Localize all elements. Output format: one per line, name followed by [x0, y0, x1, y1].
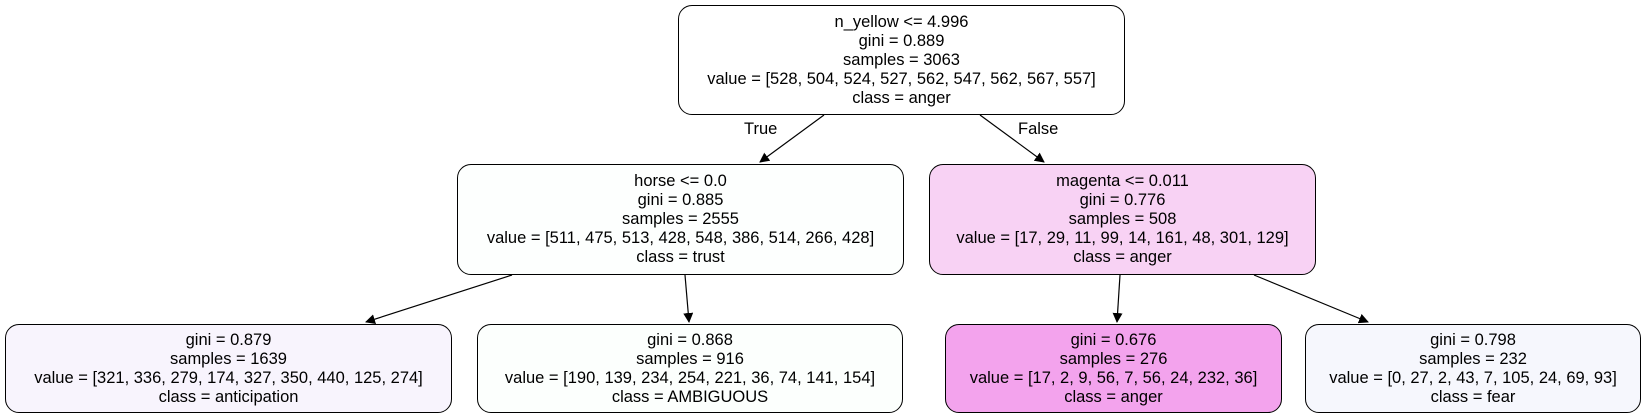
node-value: value = [17, 2, 9, 56, 7, 56, 24, 232, 3…	[969, 368, 1258, 387]
node-samples: samples = 3063	[843, 50, 960, 69]
node-class: class = trust	[636, 248, 725, 266]
edge-left-lr	[683, 274, 694, 323]
node-value: value = [17, 29, 11, 99, 14, 161, 48, 30…	[956, 229, 1289, 247]
tree-leaf-ll: gini = 0.879 samples = 1639 value = [321…	[5, 324, 452, 413]
tree-node-right: magenta <= 0.011 gini = 0.776 samples = …	[929, 164, 1316, 275]
edge-label-false: False	[1018, 120, 1059, 138]
node-gini: gini = 0.879	[185, 330, 272, 349]
tree-leaf-lr: gini = 0.868 samples = 916 value = [190,…	[477, 324, 903, 413]
edge-right-rr	[1253, 274, 1369, 324]
node-value: value = [190, 139, 234, 254, 221, 36, 74…	[504, 368, 876, 387]
tree-leaf-rl: gini = 0.676 samples = 276 value = [17, …	[945, 324, 1282, 413]
edge-root-right	[979, 114, 1045, 163]
node-samples: samples = 232	[1419, 349, 1527, 368]
node-class: class = fear	[1430, 387, 1516, 406]
edge-root-left	[759, 114, 825, 163]
node-class: class = anger	[1064, 387, 1163, 406]
node-gini: gini = 0.889	[858, 31, 945, 50]
node-value: value = [528, 504, 524, 527, 562, 547, 5…	[707, 69, 1096, 88]
tree-leaf-rr: gini = 0.798 samples = 232 value = [0, 2…	[1305, 324, 1641, 413]
node-value: value = [511, 475, 513, 428, 548, 386, 5…	[486, 229, 875, 247]
node-gini: gini = 0.798	[1430, 330, 1516, 349]
node-class: class = anger	[1073, 248, 1172, 266]
node-value: value = [321, 336, 279, 174, 327, 350, 4…	[34, 368, 423, 387]
node-samples: samples = 508	[1068, 210, 1177, 228]
node-split: n_yellow <= 4.996	[834, 12, 969, 31]
node-split: magenta <= 0.011	[1056, 172, 1189, 190]
node-gini: gini = 0.676	[1070, 330, 1157, 349]
edge-left-ll	[365, 274, 513, 325]
tree-node-left: horse <= 0.0 gini = 0.885 samples = 2555…	[457, 164, 904, 275]
node-samples: samples = 276	[1059, 349, 1168, 368]
node-class: class = anticipation	[158, 387, 299, 406]
node-gini: gini = 0.885	[637, 191, 724, 209]
node-gini: gini = 0.868	[647, 330, 733, 349]
node-samples: samples = 916	[636, 349, 744, 368]
edge-right-rl	[1112, 274, 1123, 323]
node-value: value = [0, 27, 2, 43, 7, 105, 24, 69, 9…	[1329, 368, 1617, 387]
edge-label-true: True	[744, 120, 778, 138]
node-class: class = anger	[852, 88, 951, 107]
node-class: class = AMBIGUOUS	[611, 387, 769, 406]
node-samples: samples = 1639	[170, 349, 287, 368]
tree-node-root: n_yellow <= 4.996 gini = 0.889 samples =…	[678, 5, 1125, 115]
node-samples: samples = 2555	[622, 210, 739, 228]
node-gini: gini = 0.776	[1079, 191, 1166, 209]
node-split: horse <= 0.0	[634, 172, 727, 190]
